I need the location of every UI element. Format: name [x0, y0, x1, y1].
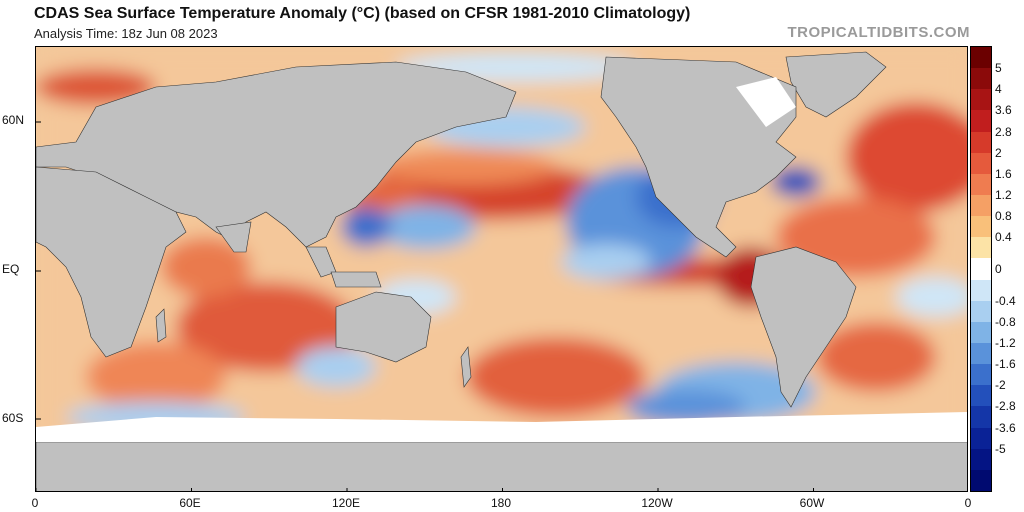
frame-ticks — [36, 121, 814, 491]
sea-ice — [36, 77, 967, 442]
colorbar-label: 2 — [995, 145, 1002, 160]
lon-label-60w: 60W — [799, 496, 825, 510]
colorbar-label: -0.8 — [995, 314, 1016, 329]
colorbar-segment — [971, 110, 991, 132]
lon-label-60e: 60E — [179, 496, 201, 510]
lon-label-0: 0 — [31, 496, 39, 510]
brand-watermark: TROPICALTIDBITS.COM — [787, 24, 970, 41]
colorbar-segment — [971, 216, 991, 238]
colorbar-segment — [971, 279, 991, 301]
colorbar-segment — [971, 364, 991, 386]
colorbar-label: -2 — [995, 378, 1006, 393]
colorbar — [970, 46, 992, 492]
land-masses — [36, 51, 967, 491]
colorbar-label: 5 — [995, 61, 1002, 76]
colorbar-segment — [971, 300, 991, 322]
colorbar-segment — [971, 406, 991, 428]
colorbar-segment — [971, 89, 991, 111]
colorbar-segment — [971, 152, 991, 174]
colorbar-segment — [971, 321, 991, 343]
colorbar-segment — [971, 194, 991, 217]
colorbar-segment — [971, 342, 991, 365]
colorbar-label: -1.6 — [995, 357, 1016, 372]
colorbar-label: 2.8 — [995, 124, 1012, 139]
colorbar-label: -2.8 — [995, 399, 1016, 414]
page-title: CDAS Sea Surface Temperature Anomaly (°C… — [34, 5, 691, 22]
colorbar-label: 4 — [995, 82, 1002, 97]
colorbar-label: 3.6 — [995, 103, 1012, 118]
colorbar-segment — [971, 237, 991, 259]
colorbar-segment — [971, 258, 991, 280]
lat-label-60s: 60S — [2, 411, 24, 425]
colorbar-segment — [971, 448, 991, 470]
map-canvas — [36, 47, 967, 491]
colorbar-label: 1.6 — [995, 166, 1012, 181]
lon-label-120e: 120E — [331, 496, 361, 510]
colorbar-segment — [971, 68, 991, 90]
colorbar-segment — [971, 385, 991, 407]
colorbar-label: 0.4 — [995, 230, 1012, 245]
lon-label-120w: 120W — [641, 496, 673, 510]
colorbar-label: -0.4 — [995, 293, 1016, 308]
lat-label-eq: EQ — [2, 262, 20, 276]
colorbar-label: 0.8 — [995, 209, 1012, 224]
colorbar-label: -5 — [995, 441, 1006, 456]
sst-anomaly-map — [35, 46, 968, 492]
colorbar-segment — [971, 131, 991, 153]
colorbar-segment — [971, 469, 991, 491]
colorbar-label: 1.2 — [995, 188, 1012, 202]
colorbar-label: -3.6 — [995, 420, 1016, 435]
lat-label-60n: 60N — [2, 113, 25, 127]
lon-label-180: 180 — [490, 496, 512, 510]
colorbar-segment — [971, 47, 991, 69]
colorbar-label: -1.2 — [995, 336, 1016, 350]
analysis-time: Analysis Time: 18z Jun 08 2023 — [34, 26, 218, 41]
colorbar-segment — [971, 427, 991, 449]
colorbar-label: 0 — [995, 262, 1002, 276]
colorbar-segment — [971, 173, 991, 195]
lon-label-0-east: 0 — [964, 496, 972, 510]
